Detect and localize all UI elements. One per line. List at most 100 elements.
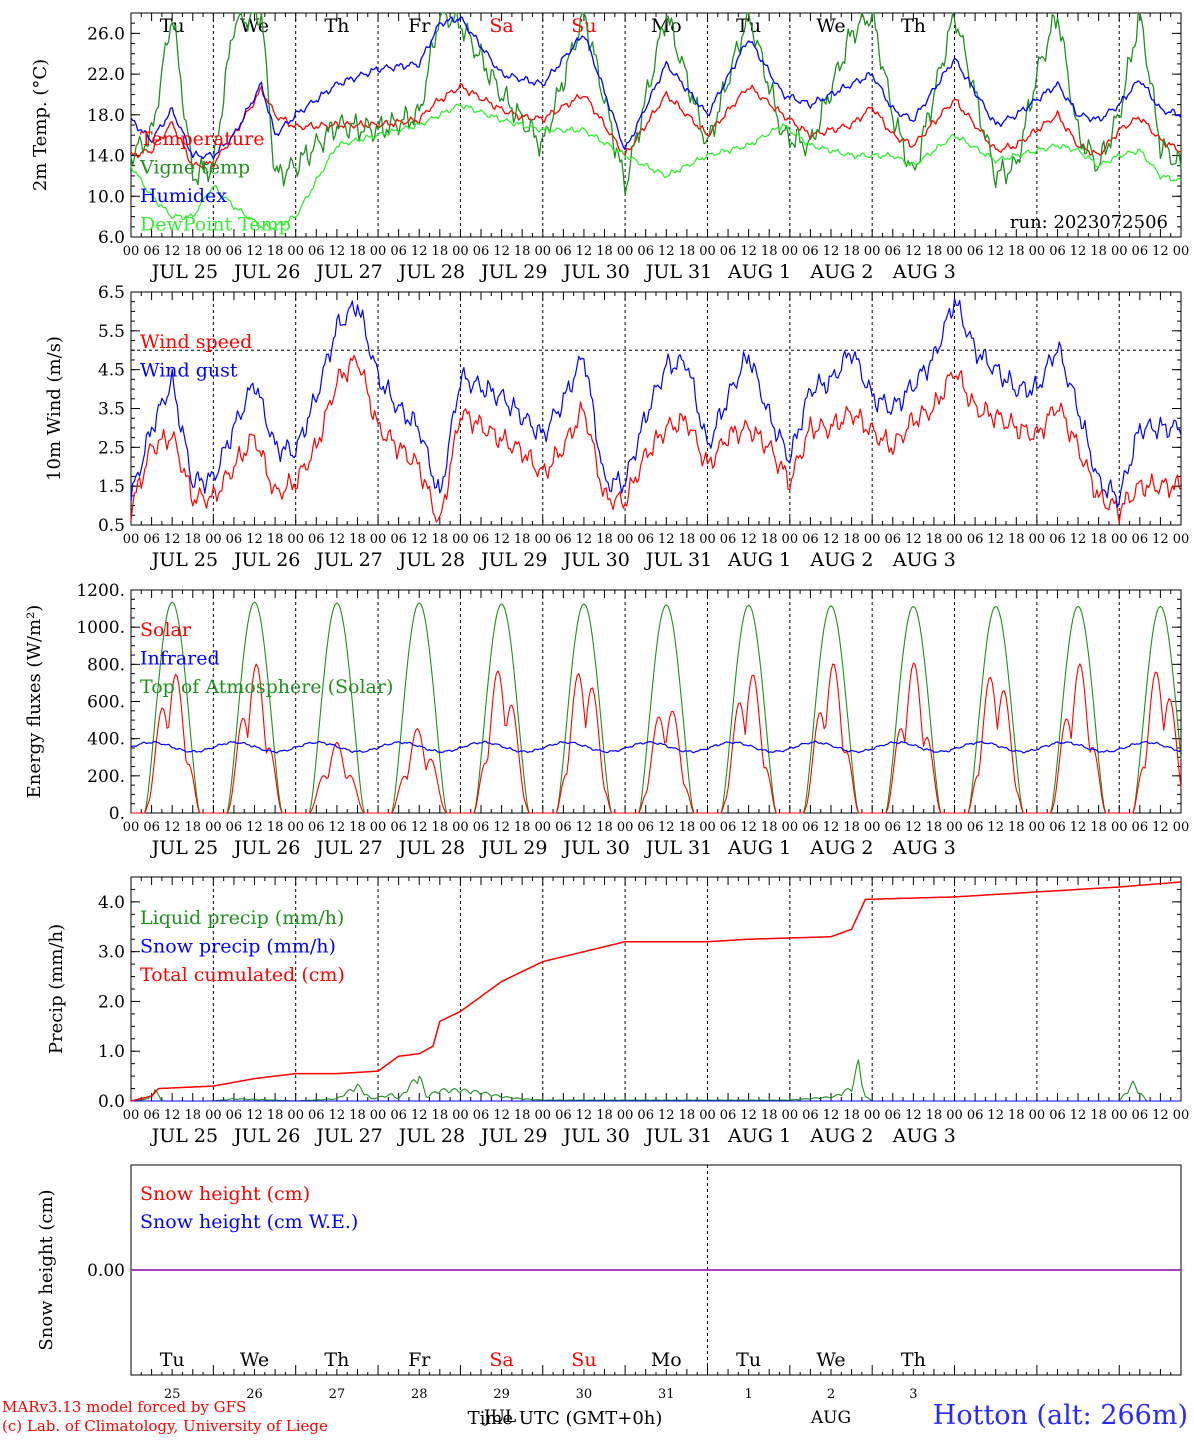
hour-tick-label: 12 xyxy=(329,820,346,835)
hour-tick-label: 18 xyxy=(432,1108,449,1123)
hour-tick-label: 00 xyxy=(205,1108,222,1123)
series-line-liquid-precip xyxy=(130,1059,1181,1102)
hour-tick-label: 12 xyxy=(493,532,510,547)
hour-tick-label: 18 xyxy=(679,532,696,547)
hour-tick-label: 12 xyxy=(576,244,593,259)
weekday-label: Tu xyxy=(736,1349,761,1371)
wind-tick-label: 5.5 xyxy=(98,322,125,342)
hour-tick-label: 00 xyxy=(782,820,799,835)
date-label: JUL 28 xyxy=(397,837,465,859)
hour-tick-label: 12 xyxy=(905,1108,922,1123)
hour-tick-label: 18 xyxy=(761,820,778,835)
legend-entry: Top of Atmosphere (Solar) xyxy=(140,676,393,698)
wind-tick-label: 4.5 xyxy=(98,361,125,381)
wind-tick-label: 0.5 xyxy=(98,516,125,536)
hour-tick-label: 12 xyxy=(658,532,675,547)
date-label: AUG 1 xyxy=(727,549,791,571)
hour-tick-label: 06 xyxy=(637,244,654,259)
hour-tick-label: 00 xyxy=(1173,244,1190,259)
date-label: AUG 1 xyxy=(727,1125,791,1147)
legend-entry: Snow height (cm) xyxy=(140,1183,310,1205)
date-label: AUG 2 xyxy=(809,1125,873,1147)
hour-tick-label: 18 xyxy=(761,244,778,259)
hour-tick-label: 18 xyxy=(349,244,366,259)
hour-tick-label: 18 xyxy=(514,820,531,835)
hour-tick-label: 00 xyxy=(370,532,387,547)
legend-entry: Solar xyxy=(140,619,192,641)
hour-tick-label: 00 xyxy=(1029,1108,1046,1123)
weekday-label: We xyxy=(816,15,845,37)
hour-tick-label: 00 xyxy=(534,244,551,259)
hour-tick-label: 06 xyxy=(720,244,737,259)
hour-tick-label: 12 xyxy=(1152,1108,1169,1123)
hour-tick-label: 18 xyxy=(1008,1108,1025,1123)
hour-tick-label: 00 xyxy=(1173,1108,1190,1123)
series-line-infrared xyxy=(130,740,1182,754)
hour-tick-label: 06 xyxy=(473,1108,490,1123)
temp-tick-label: 18.0 xyxy=(87,106,125,126)
hour-tick-label: 00 xyxy=(452,820,469,835)
hour-tick-label: 12 xyxy=(823,244,840,259)
hour-tick-label: 12 xyxy=(905,244,922,259)
date-label: JUL 26 xyxy=(232,837,300,859)
hour-tick-label: 12 xyxy=(1152,244,1169,259)
date-label: JUL 30 xyxy=(561,1125,629,1147)
hour-tick-label: 00 xyxy=(452,532,469,547)
day-number-label: 31 xyxy=(658,1387,675,1402)
flux-tick-label: 0. xyxy=(109,804,125,824)
flux-tick-label: 600. xyxy=(87,693,125,713)
series-line-wind-gust xyxy=(130,297,1182,508)
time-axis-title: Time UTC (GMT+0h) xyxy=(468,1408,663,1429)
hour-tick-label: 18 xyxy=(267,1108,284,1123)
hour-tick-label: 06 xyxy=(1132,1108,1149,1123)
hour-tick-label: 06 xyxy=(967,820,984,835)
hour-tick-label: 18 xyxy=(1008,532,1025,547)
hour-tick-label: 06 xyxy=(390,532,407,547)
series-line-temperature xyxy=(130,82,1182,169)
legend-entry: Liquid precip (mm/h) xyxy=(140,907,344,929)
weekday-label: Sa xyxy=(489,1349,513,1371)
hour-tick-label: 12 xyxy=(411,1108,428,1123)
hour-tick-label: 06 xyxy=(1132,244,1149,259)
weekday-label: Fr xyxy=(408,15,431,37)
hour-tick-label: 18 xyxy=(432,244,449,259)
series-line-humidex xyxy=(130,16,1182,160)
day-number-label: 25 xyxy=(164,1387,181,1402)
hour-tick-label: 12 xyxy=(658,820,675,835)
hour-tick-label: 06 xyxy=(308,532,325,547)
wind-tick-label: 3.5 xyxy=(98,400,125,420)
hour-tick-label: 00 xyxy=(782,1108,799,1123)
hour-tick-label: 00 xyxy=(782,532,799,547)
date-label: JUL 31 xyxy=(644,549,712,571)
hour-tick-label: 18 xyxy=(1008,820,1025,835)
hour-tick-label: 00 xyxy=(699,532,716,547)
legend-entry: Wind gust xyxy=(140,360,238,382)
precip-axis-label: Precip (mm/h) xyxy=(46,924,67,1054)
hour-tick-label: 18 xyxy=(267,532,284,547)
legend-entry: Temperature xyxy=(140,128,264,150)
hour-tick-label: 18 xyxy=(679,244,696,259)
hour-tick-label: 18 xyxy=(349,532,366,547)
flux-tick-label: 1200. xyxy=(76,581,125,601)
hour-tick-label: 06 xyxy=(390,820,407,835)
hour-tick-label: 06 xyxy=(1049,532,1066,547)
weekday-label: Th xyxy=(324,15,349,37)
hour-tick-label: 12 xyxy=(658,1108,675,1123)
hour-tick-label: 06 xyxy=(1049,244,1066,259)
hour-tick-label: 00 xyxy=(782,244,799,259)
hour-tick-label: 00 xyxy=(617,244,634,259)
hour-tick-label: 12 xyxy=(823,820,840,835)
hour-tick-label: 18 xyxy=(349,1108,366,1123)
date-label: AUG 1 xyxy=(727,261,791,283)
hour-tick-label: 06 xyxy=(308,244,325,259)
date-label: AUG 3 xyxy=(892,1125,956,1147)
hour-tick-label: 06 xyxy=(555,532,572,547)
hour-tick-label: 00 xyxy=(287,244,304,259)
temp-axis-label: 2m Temp. (°C) xyxy=(30,59,51,191)
date-label: JUL 25 xyxy=(150,549,218,571)
hour-tick-label: 06 xyxy=(143,244,160,259)
hour-tick-label: 12 xyxy=(576,820,593,835)
hour-tick-label: 00 xyxy=(534,1108,551,1123)
date-label: JUL 29 xyxy=(479,549,547,571)
hour-tick-label: 12 xyxy=(987,1108,1004,1123)
